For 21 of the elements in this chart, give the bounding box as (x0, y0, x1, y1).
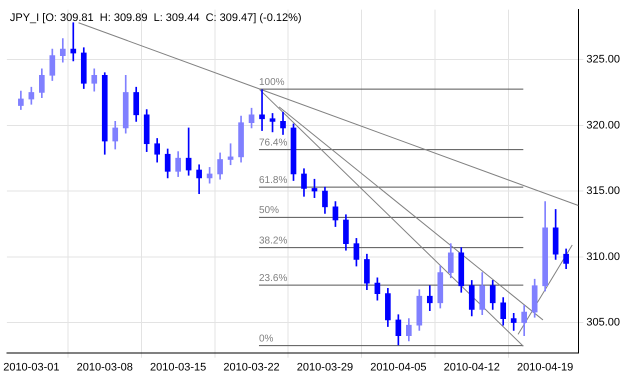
series-label: 0% (258, 333, 274, 344)
x-tick-label: 2010-03-08 (76, 361, 133, 374)
series-label: 23.6% (258, 272, 288, 284)
x-tick-label: 2010-03-01 (3, 361, 60, 374)
x-tick-label: 2010-03-15 (150, 361, 206, 374)
series-label: 50% (258, 205, 280, 216)
series-label: 76.4% (258, 137, 288, 148)
series-label: 38.2% (258, 235, 288, 246)
series-label: 100% (258, 76, 285, 88)
x-tick-label: 2010-03-22 (223, 361, 280, 374)
y-tick-label: 320.00 (586, 119, 620, 132)
y-tick-label: 305.00 (586, 316, 620, 329)
x-tick-label: 2010-04-12 (444, 361, 500, 374)
x-tick-label: 2010-03-29 (296, 361, 354, 374)
series-label: 61.8% (258, 174, 288, 186)
y-tick-label: 310.00 (586, 250, 620, 263)
x-tick-label: 2010-04-19 (517, 361, 574, 374)
y-tick-label: 315.00 (586, 185, 620, 198)
chart-title: JPY_I [O: 309.81 H: 309.89 L: 309.44 C: 309.47] (-0.12%) (10, 12, 302, 24)
x-tick-label: 2010-04-05 (370, 361, 426, 374)
y-tick-label: 325.00 (586, 54, 620, 66)
